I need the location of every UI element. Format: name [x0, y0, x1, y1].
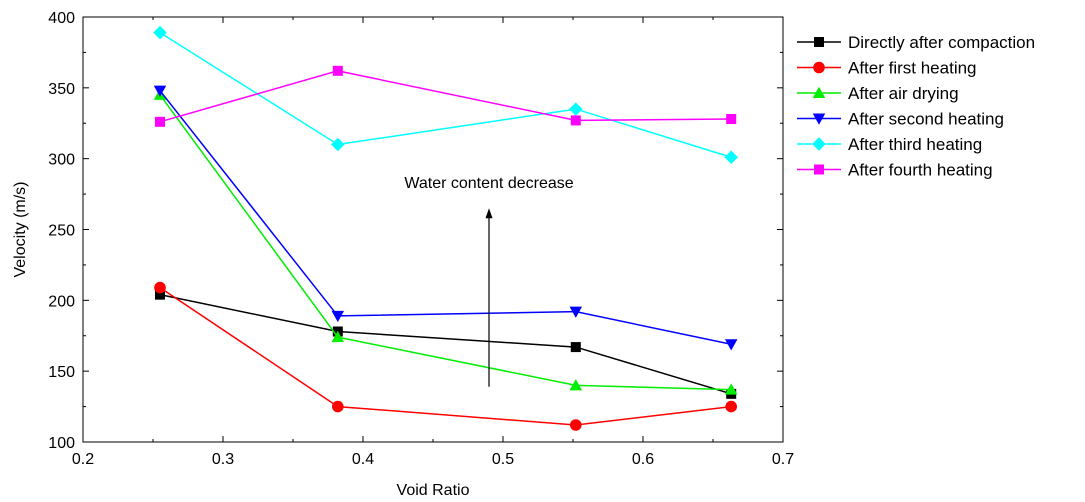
data-point — [725, 400, 737, 413]
data-point — [724, 339, 738, 351]
y-tick-label: 150 — [48, 364, 75, 381]
annotation-arrow-head — [485, 208, 493, 219]
legend: Directly after compaction After first hea… — [797, 33, 1035, 180]
data-point — [153, 25, 167, 40]
legend-label: After air drying — [848, 84, 959, 103]
series-after-first-heating — [154, 281, 737, 431]
legend-label: After fourth heating — [848, 161, 993, 180]
legend-label: Directly after compaction — [848, 33, 1035, 52]
y-tick-label: 250 — [48, 223, 75, 240]
y-tick-label: 400 — [48, 10, 75, 27]
data-point — [724, 383, 738, 395]
legend-label: After third heating — [848, 135, 982, 154]
axes: 0.2 0.3 0.4 0.5 0.6 0.7 100 150 200 250 300 350 400 V… — [12, 10, 794, 499]
legend-item: After fourth heating — [797, 161, 993, 180]
series-after-fourth-heating — [155, 65, 737, 127]
series-line — [159, 90, 732, 345]
y-tick-label: 350 — [48, 81, 75, 98]
annotation-text: Water content decrease — [404, 175, 573, 192]
legend-marker — [813, 61, 825, 74]
legend-marker — [812, 86, 826, 98]
data-point — [724, 150, 738, 164]
data-point — [569, 102, 583, 116]
x-tick-label: 0.4 — [352, 451, 374, 468]
legend-label: After first heating — [848, 59, 977, 78]
y-tick-label: 300 — [48, 152, 75, 169]
legend-marker — [814, 164, 824, 175]
series-after-second-heating — [153, 85, 738, 351]
data-point — [570, 115, 581, 126]
series-line — [159, 31, 732, 158]
data-point — [155, 116, 165, 127]
data-point — [570, 419, 582, 431]
legend-item: After air drying — [797, 84, 959, 103]
data-point — [153, 85, 167, 97]
data-point — [155, 289, 165, 300]
legend-item: After first heating — [797, 59, 977, 78]
legend-marker — [812, 113, 826, 125]
x-tick-label: 0.5 — [492, 451, 514, 468]
series-after-air-drying — [153, 88, 738, 395]
data-point — [726, 114, 737, 124]
data-point — [331, 310, 345, 323]
data-point — [332, 65, 343, 76]
annotation-layer: Water content decrease — [404, 175, 574, 387]
series-line — [159, 286, 732, 426]
x-tick-label: 0.6 — [632, 451, 654, 468]
series-line — [159, 94, 732, 391]
x-tick-label: 0.3 — [212, 451, 234, 468]
data-point — [570, 342, 581, 353]
data-point — [331, 330, 345, 343]
y-tick-label: 200 — [48, 293, 75, 310]
legend-item: Directly after compaction — [797, 33, 1035, 52]
x-axis-title: Void Ratio — [397, 482, 470, 499]
series-directly-after-compaction — [155, 289, 737, 399]
data-point — [332, 400, 344, 413]
series-layer — [153, 25, 738, 431]
series-after-third-heating — [153, 25, 738, 164]
series-line — [159, 70, 732, 123]
legend-marker — [812, 137, 826, 151]
data-point — [569, 306, 583, 318]
y-axis-title: Velocity (m/s) — [12, 181, 29, 277]
data-point — [154, 281, 166, 294]
legend-item: After second heating — [797, 110, 1004, 129]
series-line — [159, 293, 732, 395]
data-point — [569, 379, 583, 391]
legend-marker — [814, 37, 824, 47]
legend-item: After third heating — [797, 135, 982, 154]
y-tick-label: 100 — [48, 435, 75, 452]
data-point — [331, 137, 345, 152]
x-tick-label: 0.2 — [72, 451, 94, 468]
legend-label: After second heating — [848, 110, 1004, 129]
x-tick-label: 0.7 — [772, 451, 794, 468]
